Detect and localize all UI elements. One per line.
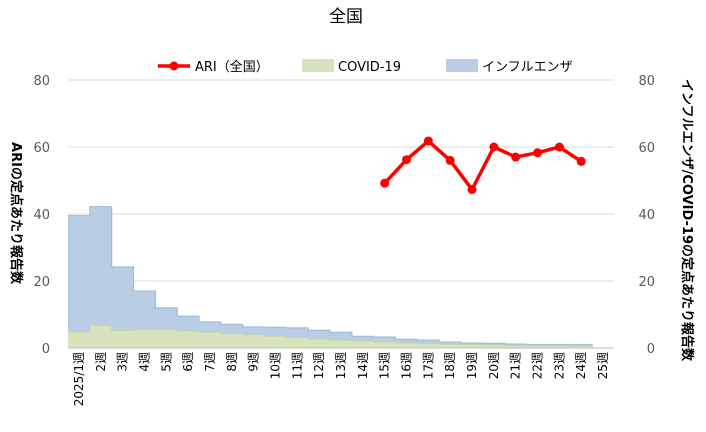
ari-line — [383, 139, 583, 192]
area-series — [68, 206, 614, 349]
ari-point — [402, 155, 412, 165]
legend-influenza-swatch — [446, 59, 478, 72]
legend-influenza-label: インフルエンザ — [482, 60, 573, 75]
y-axis-right-ticks: 0 20 40 60 80 — [638, 74, 655, 357]
covid-bar — [482, 344, 506, 348]
x-tick-label: 3週 — [116, 352, 130, 372]
legend: ARI（全国） COVID-19 インフルエンザ — [158, 59, 573, 75]
covid-bar — [417, 343, 440, 348]
covid-bar — [504, 345, 528, 348]
y-tick-right-label: 0 — [647, 342, 655, 357]
covid-bar — [439, 344, 462, 348]
covid-bar — [177, 330, 200, 348]
x-tick-label: 21週 — [509, 352, 523, 379]
y-axis-left-title: ARIの定点あたり報告数 — [8, 142, 24, 285]
y-tick-left-label: 0 — [42, 342, 50, 357]
covid-bar — [133, 329, 156, 348]
y-tick-right-label: 20 — [638, 275, 655, 290]
covid-bar — [264, 336, 287, 348]
x-tick-label: 25週 — [596, 352, 610, 379]
x-tick-label: 10週 — [268, 352, 282, 379]
x-tick-label: 19週 — [465, 352, 479, 379]
ari-point — [423, 136, 433, 146]
gridlines — [68, 79, 614, 282]
influenza-bar — [89, 206, 113, 348]
covid-bar — [308, 338, 331, 348]
ari-point — [380, 178, 390, 188]
y-tick-right-label: 80 — [638, 74, 655, 89]
covid-bar — [526, 345, 549, 348]
x-tick-label: 20週 — [487, 352, 501, 379]
y-axis-right-title: インフルエンザ/COVID-19の定点あたり報告数 — [679, 79, 695, 362]
y-axis-left-ticks: 0 20 40 60 80 — [33, 74, 50, 357]
x-tick-label: 2週 — [94, 352, 108, 372]
ari-point — [576, 156, 586, 166]
ari-point — [554, 142, 564, 152]
y-tick-left-label: 60 — [33, 141, 50, 156]
x-axis-ticks: 2025/1週 2週 3週 4週 5週 6週 7週 8週 9週 10週 11週 12週 13週 14週 15… — [72, 352, 610, 406]
legend-ari-label: ARI（全国） — [195, 59, 269, 75]
covid-bar — [242, 334, 265, 348]
covid-bar — [68, 331, 91, 348]
ari-point — [511, 152, 521, 162]
x-tick-label: 18週 — [443, 352, 457, 379]
y-tick-left-label: 80 — [33, 74, 50, 89]
covid-bar — [111, 330, 134, 348]
x-tick-label: 6週 — [181, 352, 195, 372]
y-tick-left-label: 20 — [33, 275, 50, 290]
ari-point — [533, 148, 543, 158]
legend-covid-swatch — [302, 59, 334, 72]
covid-bar — [373, 341, 396, 348]
covid-bar — [570, 345, 593, 348]
x-tick-label: 15週 — [378, 352, 392, 379]
x-tick-label: 14週 — [356, 352, 370, 379]
covid-bar — [461, 344, 484, 348]
x-tick-label: 4週 — [137, 352, 151, 372]
influenza-bar — [68, 215, 91, 348]
legend-covid-label: COVID-19 — [338, 60, 401, 75]
influenza-bar — [111, 266, 134, 348]
x-tick-label: 2025/1週 — [72, 352, 86, 406]
x-tick-label: 9週 — [247, 352, 261, 372]
chart-title: 全国 — [329, 7, 363, 27]
ari-point — [445, 155, 455, 165]
x-tick-label: 5週 — [159, 352, 173, 372]
ari-point — [467, 185, 477, 195]
x-tick-label: 22週 — [531, 352, 545, 379]
x-tick-label: 8週 — [225, 352, 239, 372]
influenza-edge — [68, 206, 614, 349]
covid-bar — [395, 342, 418, 348]
covid-bar — [220, 333, 244, 348]
x-tick-label: 7週 — [203, 352, 217, 372]
covid-edge — [68, 324, 614, 349]
covid-bar — [548, 345, 571, 348]
y-tick-right-label: 60 — [638, 141, 655, 156]
x-tick-label: 13週 — [334, 352, 348, 379]
x-tick-label: 17週 — [421, 352, 435, 379]
covid-bar — [155, 329, 178, 348]
x-tick-label: 16週 — [400, 352, 414, 379]
y-tick-left-label: 40 — [33, 208, 50, 223]
covid-bar — [199, 332, 222, 348]
x-tick-label: 12週 — [312, 352, 326, 379]
covid-bar — [89, 325, 113, 348]
covid-bar — [330, 339, 353, 348]
covid-bar — [351, 340, 375, 348]
legend-ari-marker — [169, 61, 179, 71]
covid-bar — [286, 337, 309, 348]
ari-point — [489, 142, 499, 152]
x-tick-label: 11週 — [290, 352, 304, 379]
line-series — [380, 136, 586, 195]
y-tick-right-label: 40 — [638, 208, 655, 223]
x-tick-label: 24週 — [574, 352, 588, 379]
x-tick-label: 23週 — [552, 352, 566, 379]
